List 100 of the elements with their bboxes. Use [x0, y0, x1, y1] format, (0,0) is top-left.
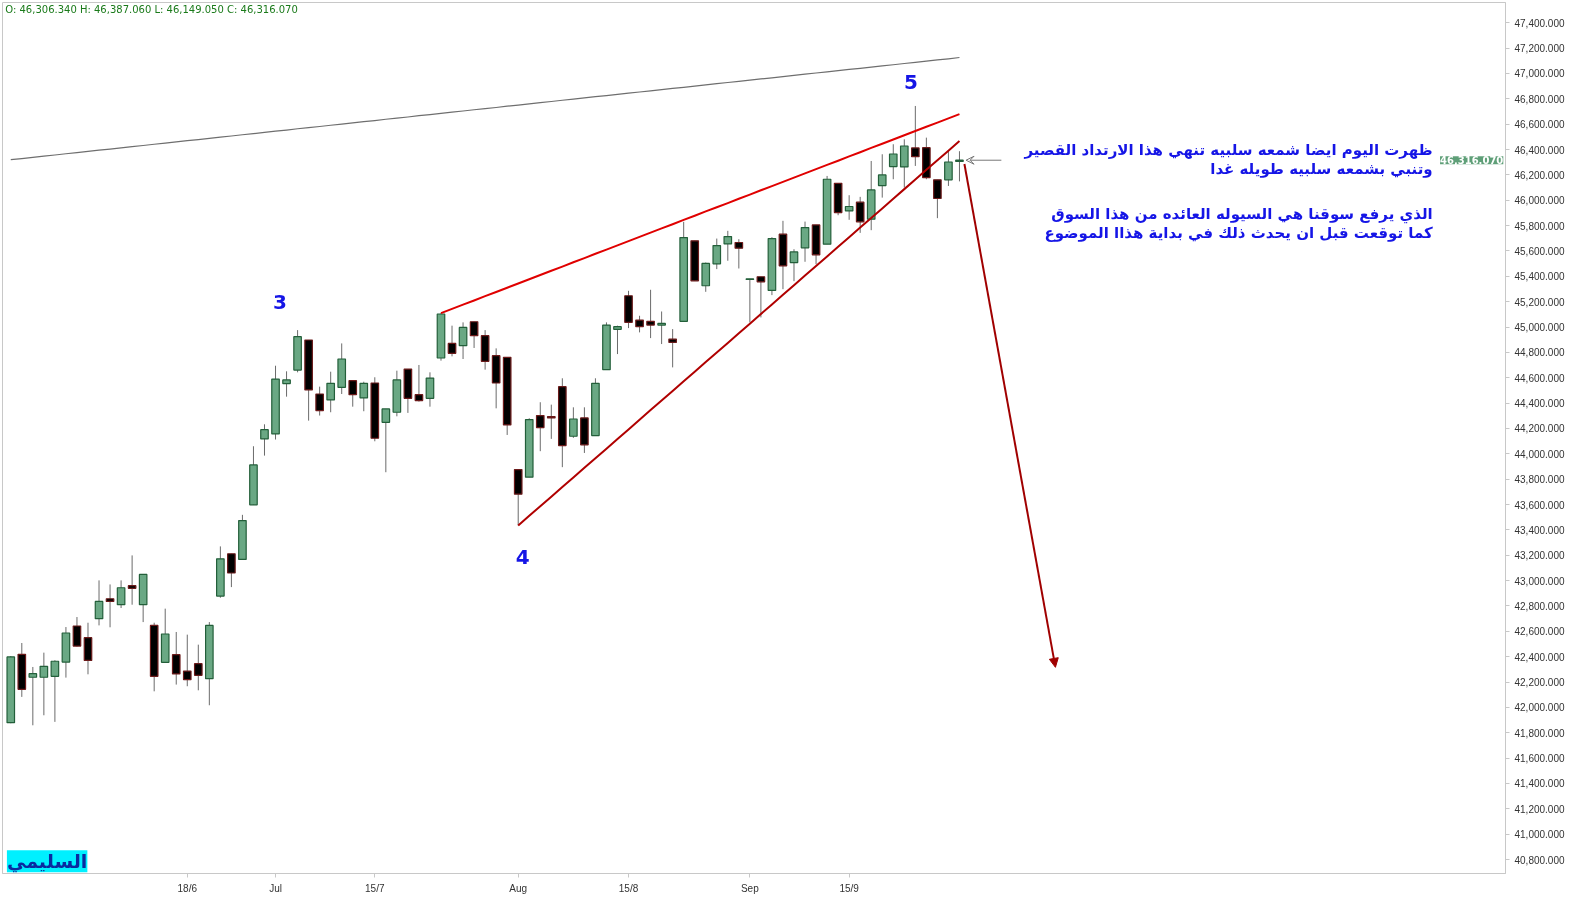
candlestick: [701, 262, 711, 293]
candlestick: [425, 371, 435, 408]
candlestick: [535, 401, 545, 452]
candlestick: [668, 328, 677, 368]
candlestick: [116, 579, 126, 609]
y-tick-label: 47,200.000: [1514, 43, 1565, 55]
y-tick-label: 43,000.000: [1514, 575, 1565, 587]
candlestick: [227, 553, 236, 588]
candlestick: [182, 634, 192, 687]
y-tick-label: 41,600.000: [1514, 753, 1565, 765]
y-tick-label: 45,800.000: [1514, 220, 1565, 232]
y-tick-label: 44,600.000: [1514, 372, 1565, 384]
candlestick: [458, 321, 468, 360]
y-tick-label: 42,200.000: [1514, 677, 1565, 689]
x-tick-label: Jul: [269, 882, 282, 894]
y-tick-label: 44,200.000: [1514, 423, 1565, 435]
x-tick-label: 15/9: [839, 882, 860, 894]
candlestick: [414, 364, 424, 403]
candlestick: [646, 289, 655, 339]
candlestick: [712, 238, 722, 270]
candlestick: [326, 371, 336, 413]
candlestick: [171, 631, 181, 686]
candlestick: [613, 325, 622, 355]
annotation: 3: [272, 290, 287, 315]
candlestick: [381, 408, 391, 473]
candlestick: [933, 179, 942, 219]
candlestick: [800, 221, 810, 263]
annotation: 4: [515, 545, 530, 570]
y-tick-label: 44,800.000: [1514, 347, 1565, 359]
y-tick-label: 43,600.000: [1514, 499, 1565, 511]
candlestick: [359, 381, 369, 412]
candlestick: [569, 406, 578, 439]
candlestick: [855, 196, 865, 234]
candlestick: [469, 321, 479, 349]
annotation: 5: [903, 69, 918, 94]
text: ظهرت اليوم ايضا شمعه سلبيه تنهي هذا الارتداد القصير وتنبي بشمعه سلبيه طويله غدا: [1023, 140, 1433, 178]
x-tick-label: 15/8: [618, 882, 639, 894]
candlestick: [39, 652, 49, 716]
text: الذي يرفع سوقنا هي السيوله العائده من هذا السوق كما توقعت قبل ان يحدث ذلك في بداية هذاا الموضوع: [1044, 205, 1433, 243]
candlestick: [447, 325, 457, 357]
y-tick-label: 46,800.000: [1514, 93, 1565, 105]
y-tick-label: 44,400.000: [1514, 398, 1565, 410]
annotation: السليمي: [6, 850, 88, 874]
candlestick: [955, 150, 964, 182]
y-tick-label: 42,000.000: [1514, 702, 1565, 714]
candlestick: [282, 370, 291, 398]
y-tick-label: 43,200.000: [1514, 550, 1565, 562]
y-tick-label: 45,200.000: [1514, 296, 1565, 308]
y-tick-label: 41,200.000: [1514, 803, 1565, 815]
candlestick: [734, 238, 744, 269]
y-tick-label: 45,000.000: [1514, 322, 1565, 334]
y-tick-label: 47,000.000: [1514, 68, 1565, 80]
line-series: [10, 56, 961, 161]
candlestick: [844, 194, 854, 221]
candlestick: [83, 622, 93, 675]
candlestick: [348, 380, 358, 408]
y-tick-label: 47,400.000: [1514, 17, 1565, 29]
candlestick: [94, 579, 104, 626]
y-tick-label: 43,400.000: [1514, 524, 1565, 536]
y-tick-label: 46,400.000: [1514, 144, 1565, 156]
candlestick: [657, 310, 666, 345]
y-tick-label: 44,000.000: [1514, 448, 1565, 460]
y-tick-label: 41,000.000: [1514, 829, 1565, 841]
candlestick: [888, 143, 898, 180]
y-tick-label: 42,800.000: [1514, 600, 1565, 612]
candlestick: [756, 276, 766, 318]
candlestick: [877, 153, 887, 199]
y-tick-label: 43,800.000: [1514, 474, 1565, 486]
annotation: O: 46,306.340 H: 46,387.060 L: 46,149.050 C: 46,316.070: [5, 4, 298, 16]
candlestick: [193, 644, 203, 691]
candlestick: [105, 583, 115, 628]
y-tick-label: 41,800.000: [1514, 727, 1565, 739]
x-tick-label: Aug: [509, 882, 528, 894]
candlestick: [28, 666, 38, 726]
candlestick: [944, 150, 953, 187]
text: 46,316.070: [1440, 155, 1504, 167]
x-tick-label: 18/6: [177, 882, 198, 894]
y-tick-label: 42,600.000: [1514, 626, 1565, 638]
candlestick: [260, 423, 269, 457]
y-tick-label: 46,600.000: [1514, 119, 1565, 131]
x-tick-label: 15/7: [365, 882, 385, 894]
y-tick-label: 42,400.000: [1514, 651, 1565, 663]
y-tick-label: 46,000.000: [1514, 195, 1565, 207]
candlestick: [745, 278, 755, 323]
y-tick-label: 45,400.000: [1514, 271, 1565, 283]
candlestick: [72, 616, 82, 648]
candlestick: [789, 248, 799, 282]
y-tick-label: 41,400.000: [1514, 778, 1565, 790]
candlestick: [315, 386, 324, 417]
line-series: [517, 140, 961, 527]
y-tick-label: 46,200.000: [1514, 169, 1565, 181]
line-series: [439, 113, 961, 315]
y-tick-label: 40,800.000: [1514, 854, 1565, 866]
candlestick: [899, 138, 909, 189]
candlestick: [50, 659, 60, 723]
x-tick-label: Sep: [740, 882, 760, 894]
candlestick: [723, 230, 733, 262]
candlestick: [127, 554, 137, 606]
candlestick: [546, 404, 556, 440]
candlestick: [910, 105, 920, 167]
